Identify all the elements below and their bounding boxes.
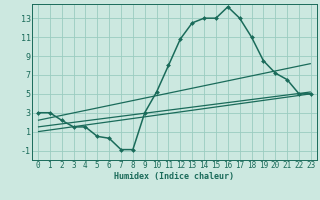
X-axis label: Humidex (Indice chaleur): Humidex (Indice chaleur): [115, 172, 234, 181]
